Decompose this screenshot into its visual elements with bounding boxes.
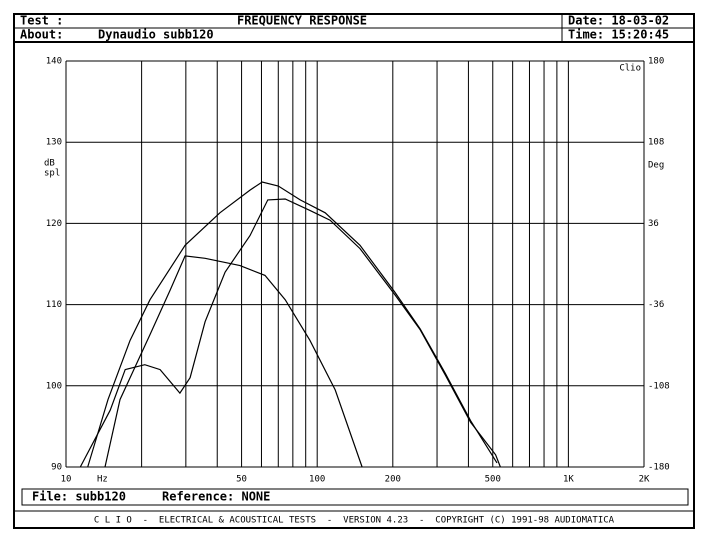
y2-tick-label: -108 [648,381,670,391]
x-tick-label: 1K [563,475,574,485]
y2-tick-label: 108 [648,138,664,148]
file-box [21,488,689,506]
brand: Clio [619,64,641,74]
x-unit: Hz [97,475,108,485]
y2-tick-label: -36 [648,300,664,310]
x-tick-label: 200 [385,475,401,485]
title: FREQUENCY RESPONSE [237,14,367,28]
date: Date: 18-03-02 [568,14,669,28]
y-tick-label: 130 [46,138,62,148]
y-tick-label: 90 [51,463,62,473]
y-label: dB [44,159,55,169]
y2-tick-label: -180 [648,463,670,473]
curve [104,255,363,468]
y2-label: Deg [648,161,664,171]
banner: C L I O - ELECTRICAL & ACOUSTICAL TESTS … [94,516,615,526]
y-tick-label: 110 [46,300,62,310]
test-label: Test : [20,14,63,28]
y-label: spl [44,169,60,179]
curve [79,198,501,468]
x-tick-label: 50 [236,475,247,485]
reference: Reference: NONE [162,490,270,504]
x-tick-label: 500 [485,475,501,485]
y2-tick-label: 36 [648,219,659,229]
about: Dynaudio subb120 [98,28,214,42]
x-tick-label: 100 [309,475,325,485]
y2-tick-label: 180 [648,57,664,67]
frame [13,13,695,529]
file: File: subb120 [32,490,126,504]
time: Time: 15:20:45 [568,28,669,42]
y-tick-label: 140 [46,57,62,67]
x-tick-label: 10 [61,475,72,485]
y-tick-label: 120 [46,219,62,229]
x-tick-label: 2K [639,475,650,485]
y-tick-label: 100 [46,381,62,391]
about-label: About: [20,28,63,42]
